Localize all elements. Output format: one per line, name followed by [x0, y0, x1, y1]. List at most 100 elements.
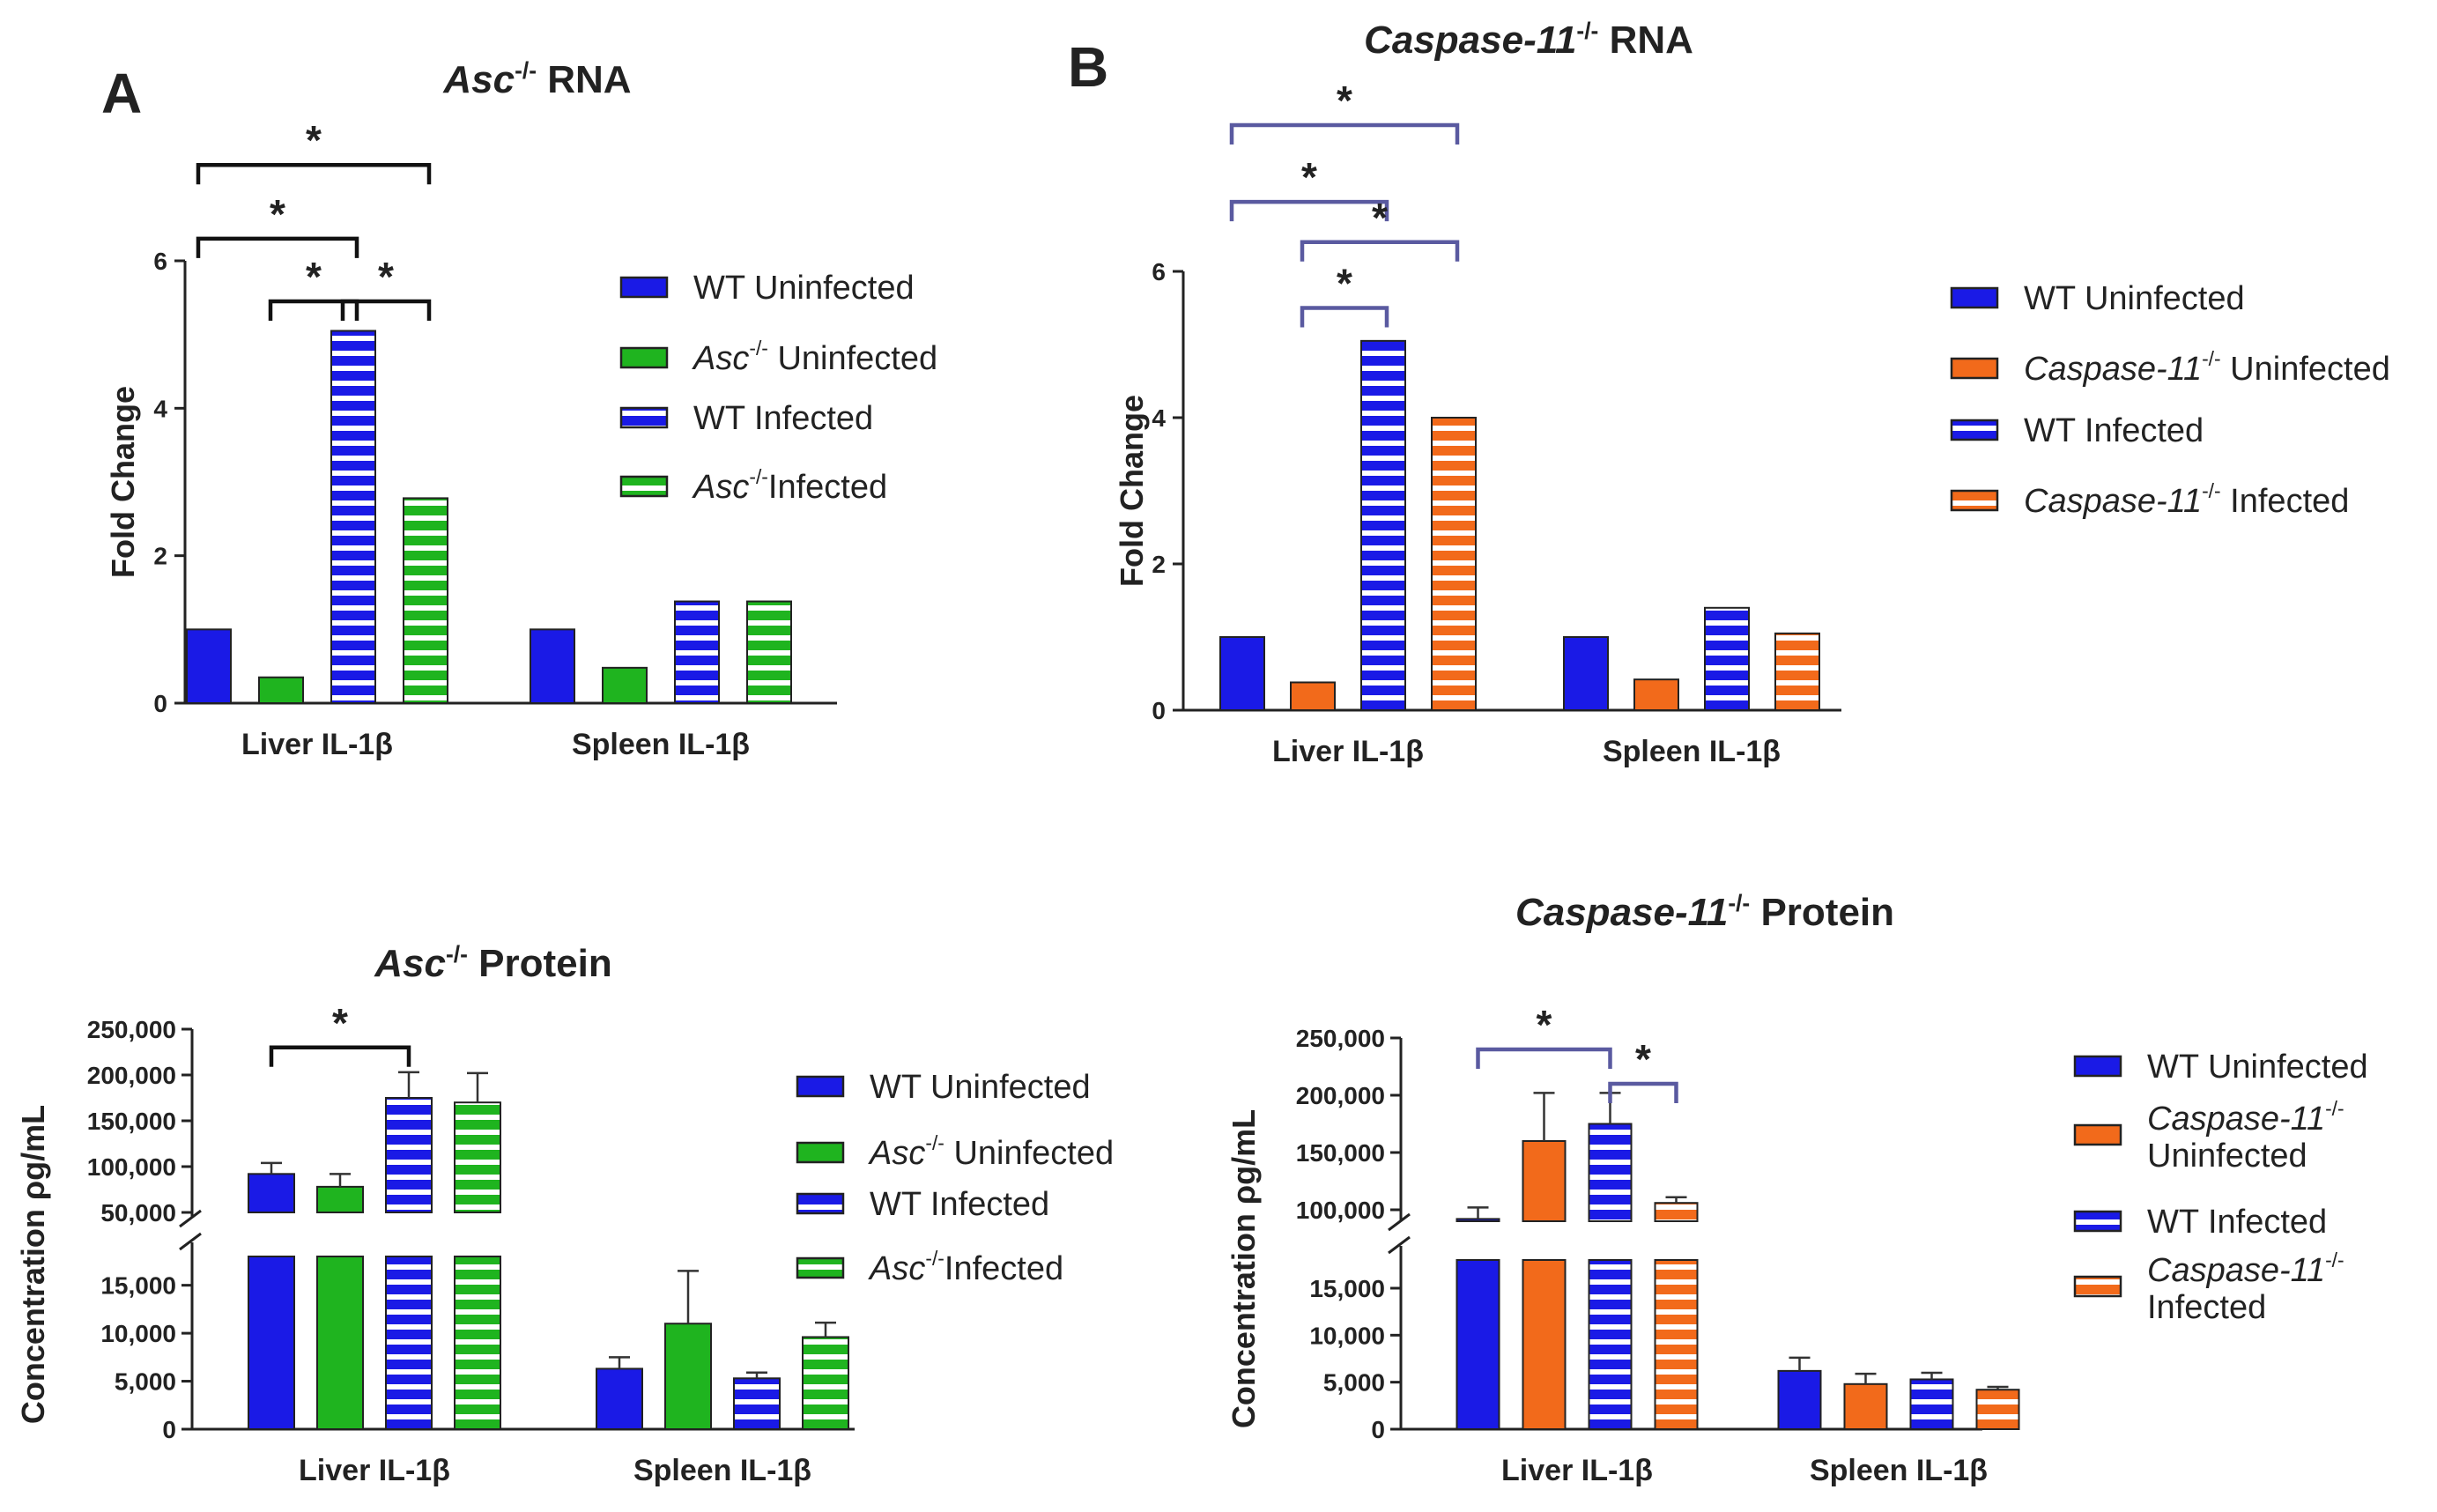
- x-tick-label: Liver IL-1β: [1501, 1454, 1653, 1487]
- bar-group: [1777, 1356, 1822, 1431]
- legend-label: WT Uninfected: [693, 270, 915, 307]
- bar: [316, 1185, 364, 1214]
- bar: [1522, 1140, 1567, 1222]
- legend-swatch: [1950, 357, 1999, 380]
- significance-star: *: [1337, 78, 1352, 123]
- significance-star: *: [1301, 154, 1317, 200]
- legend-swatch: [1950, 489, 1999, 512]
- bar: [258, 676, 304, 705]
- y-tick-label: 200,000: [1296, 1082, 1385, 1109]
- bracket-line: [269, 1045, 411, 1067]
- chart-asc-rna: Asc-/- RNA A 0 2 4 6 Fold Change Liver IL-1β Spl…: [101, 57, 937, 761]
- bar-group: [530, 628, 575, 704]
- bar-group: [330, 330, 376, 704]
- legend-label: Asc-/-Infected: [692, 465, 887, 506]
- bracket-line: [1229, 199, 1389, 222]
- legend-swatch: [1950, 419, 1999, 441]
- bar: [1522, 1259, 1567, 1430]
- x-tick-label: Spleen IL-1β: [1603, 735, 1781, 768]
- significance-bracket: *: [1300, 195, 1460, 262]
- significance-star: *: [1372, 195, 1388, 241]
- legend-swatch: [2073, 1210, 2122, 1233]
- legend-swatch: [2073, 1123, 2122, 1146]
- chart-title: Caspase-11-/- RNA: [1364, 18, 1693, 62]
- legend-swatch: [2073, 1275, 2122, 1298]
- bracket-line: [268, 299, 359, 322]
- legend-swatch: [796, 1192, 845, 1215]
- bracket-line: [196, 236, 359, 258]
- legend-label: Asc-/-Infected: [868, 1247, 1063, 1287]
- legend-label: WT Infected: [693, 400, 873, 437]
- x-tick-label: Liver IL-1β: [241, 728, 393, 761]
- significance-star: *: [332, 1000, 348, 1046]
- x-tick-label: Liver IL-1β: [1272, 735, 1424, 768]
- significance-star: *: [306, 117, 322, 163]
- legend-label: WT Uninfected: [870, 1069, 1091, 1106]
- legend-label: Caspase-11-/-: [2147, 1097, 2344, 1138]
- bar-group: [248, 1161, 295, 1430]
- bar-group: [1975, 1385, 2020, 1430]
- y-tick-label: 250,000: [87, 1016, 176, 1043]
- y-tick-label: 4: [153, 395, 167, 422]
- bar: [664, 1323, 712, 1430]
- bar: [674, 600, 720, 704]
- legend-label: Caspase-11-/- Uninfected: [2024, 347, 2390, 388]
- bar: [248, 1173, 295, 1213]
- bar: [1704, 606, 1750, 711]
- y-axis: 0 5,000 10,000 15,000 50,000 100,000 150,000 20…: [87, 1016, 202, 1443]
- bar: [385, 1097, 433, 1213]
- y-tick-label: 0: [162, 1416, 176, 1443]
- bar-group: [1522, 1092, 1567, 1430]
- significance-bracket: *: [1608, 1036, 1678, 1103]
- legend: WT Uninfected Asc-/- Uninfected WT Infecte…: [796, 1069, 1114, 1287]
- legend-swatch: [619, 475, 669, 498]
- bar-group: [602, 666, 648, 705]
- legend-label: Infected: [2147, 1289, 2266, 1326]
- bar: [746, 600, 792, 704]
- significance-star: *: [1635, 1036, 1651, 1082]
- bar: [330, 330, 376, 704]
- y-tick-label: 5,000: [115, 1368, 176, 1396]
- bracket-line: [340, 299, 432, 322]
- bar: [1431, 417, 1477, 711]
- bar-group: [802, 1321, 849, 1431]
- axis-break-mark: [179, 1209, 202, 1228]
- y-axis-label: Concentration ρg/mL: [15, 1105, 51, 1424]
- legend-swatch: [796, 1256, 845, 1279]
- y-tick-label: 100,000: [87, 1153, 176, 1181]
- bar: [1360, 339, 1406, 711]
- bracket-line: [1476, 1047, 1612, 1069]
- bar: [1633, 678, 1679, 712]
- bar-group: [1360, 339, 1406, 711]
- y-tick-label: 6: [1152, 258, 1166, 285]
- significance-bracket: *: [268, 254, 359, 322]
- panel-label: B: [1068, 35, 1108, 99]
- bar-group: [1219, 636, 1265, 711]
- x-tick-label: Spleen IL-1β: [1810, 1454, 1988, 1487]
- significance-star: *: [1337, 261, 1352, 307]
- y-tick-label: 2: [153, 543, 167, 570]
- bar: [1843, 1382, 1888, 1431]
- legend: WT Uninfected Asc-/- Uninfected WT Infecte…: [619, 270, 937, 506]
- significance-star: *: [270, 191, 285, 237]
- x-tick-label: Liver IL-1β: [299, 1454, 450, 1487]
- y-tick-label: 50,000: [100, 1199, 176, 1227]
- significance-bracket: *: [1300, 261, 1389, 328]
- y-tick-label: 6: [153, 248, 167, 275]
- bar: [1456, 1259, 1500, 1430]
- y-tick-label: 5,000: [1323, 1369, 1385, 1397]
- bar: [248, 1256, 295, 1430]
- y-axis-label: Fold Change: [105, 386, 141, 578]
- significance-star: *: [378, 254, 394, 300]
- significance-bracket: *: [1229, 78, 1460, 145]
- significance-star: *: [1537, 1002, 1552, 1048]
- significance-bracket: *: [196, 191, 359, 258]
- legend-label: Caspase-11-/-: [2147, 1249, 2344, 1289]
- bar-group: [1909, 1371, 1954, 1431]
- bar-group: [258, 676, 304, 705]
- y-tick-label: 15,000: [100, 1272, 176, 1300]
- legend-swatch: [2073, 1055, 2122, 1078]
- legend-swatch: [619, 346, 669, 369]
- bar: [1774, 632, 1820, 711]
